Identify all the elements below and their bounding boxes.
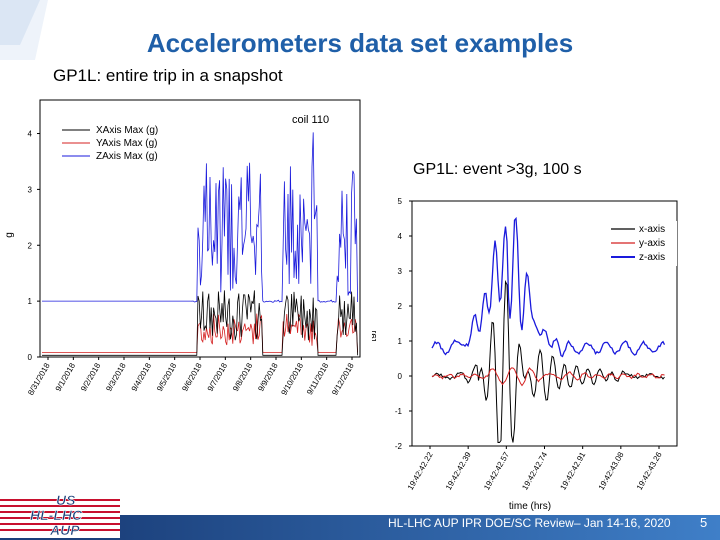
x-tick-label: 9/9/2018: [256, 361, 280, 393]
x-tick-label: 9/11/2018: [305, 361, 331, 396]
series-zaxis-line: [42, 132, 358, 303]
legend-label: XAxis Max (g): [96, 125, 158, 136]
y-tick-label: 0: [28, 353, 33, 362]
x-tick-label: 9/7/2018: [206, 361, 230, 393]
y-tick-label: 4: [28, 130, 33, 139]
x-tick-label: 19:42:42.74: [520, 450, 549, 492]
legend-label: YAxis Max (g): [96, 138, 158, 149]
corner-decoration: [0, 0, 48, 60]
legend-label: y-axis: [639, 238, 665, 249]
legend-label: z-axis: [639, 252, 665, 263]
x-tick-label: 9/4/2018: [130, 361, 154, 393]
footer-text: HL-LHC AUP IPR DOE/SC Review– Jan 14-16,…: [388, 516, 671, 530]
x-tick-label: 19:42:42.57: [482, 450, 511, 492]
logo-hl-text: HL-LHC: [30, 507, 83, 523]
x-tick-label: 9/3/2018: [104, 361, 128, 393]
x-tick-label: 9/1/2018: [54, 361, 78, 393]
right-chart-panel: -2 -1 0 1 2 3 4 5 [g] 19:42:42.22 19:42:42.39 19:42…: [366, 186, 692, 516]
y-axis-label: g: [4, 232, 15, 238]
x-tick-label: 19:42:43.08: [597, 450, 626, 492]
series-x-axis-line: [431, 279, 665, 443]
x-tick-label: 9/2/2018: [79, 361, 103, 393]
y-tick-label: 3: [28, 185, 33, 194]
legend-label: x-axis: [639, 224, 665, 235]
y-tick-label: 1: [398, 337, 403, 346]
x-tick-label: 9/10/2018: [279, 361, 305, 397]
x-tick-label: 19:42:42.91: [558, 450, 587, 492]
series-xaxis-line: [42, 290, 358, 356]
right-chart-caption: GP1L: event >3g, 100 s: [413, 161, 582, 178]
footer-gradient: [90, 515, 720, 540]
logo-us-text: US: [56, 492, 76, 508]
hl-lhc-aup-logo: US HL-LHC AUP: [0, 488, 120, 538]
y-tick-label: 1: [28, 297, 33, 306]
y-tick-label: 0: [398, 372, 403, 381]
y-tick-label: 3: [398, 267, 403, 276]
series-z-axis-line: [431, 216, 666, 358]
series-y-axis-line: [431, 367, 665, 387]
y-tick-label: -2: [395, 442, 403, 451]
page-title: Accelerometers data set examples: [146, 28, 574, 58]
y-tick-label: 5: [398, 197, 403, 206]
x-tick-label: 19:42:42.22: [406, 450, 435, 492]
x-tick-label: 9/5/2018: [155, 361, 179, 393]
x-tick-label: 19:42:42.39: [444, 450, 473, 492]
y-tick-label: 2: [398, 302, 403, 311]
chart-title: coil 110: [292, 114, 329, 126]
right-chart: -2 -1 0 1 2 3 4 5 [g] 19:42:42.22 19:42:42.39 19:42…: [366, 197, 678, 512]
x-tick-label: 8/31/2018: [26, 361, 52, 397]
y-axis-label: [g]: [372, 330, 377, 341]
page-number: 5: [700, 515, 708, 530]
y-tick-label: 4: [398, 232, 403, 241]
y-tick-label: -1: [395, 407, 403, 416]
legend-label: ZAxis Max (g): [96, 151, 158, 162]
x-axis-label: time (hrs): [509, 501, 551, 512]
left-chart-caption: GP1L: entire trip in a snapshot: [53, 66, 283, 85]
x-tick-label: 9/12/2018: [330, 361, 356, 397]
logo-aup-text: AUP: [49, 522, 80, 538]
x-tick-label: 9/8/2018: [231, 361, 255, 393]
x-tick-label: 9/6/2018: [180, 361, 204, 393]
y-tick-label: 2: [28, 241, 33, 250]
left-chart-panel: 0 1 2 3 4 g 8/31/2018 9/1/2018 9/2/2018 9/3/2018 9…: [0, 95, 365, 417]
x-tick-label: 19:42:43.26: [635, 450, 664, 492]
